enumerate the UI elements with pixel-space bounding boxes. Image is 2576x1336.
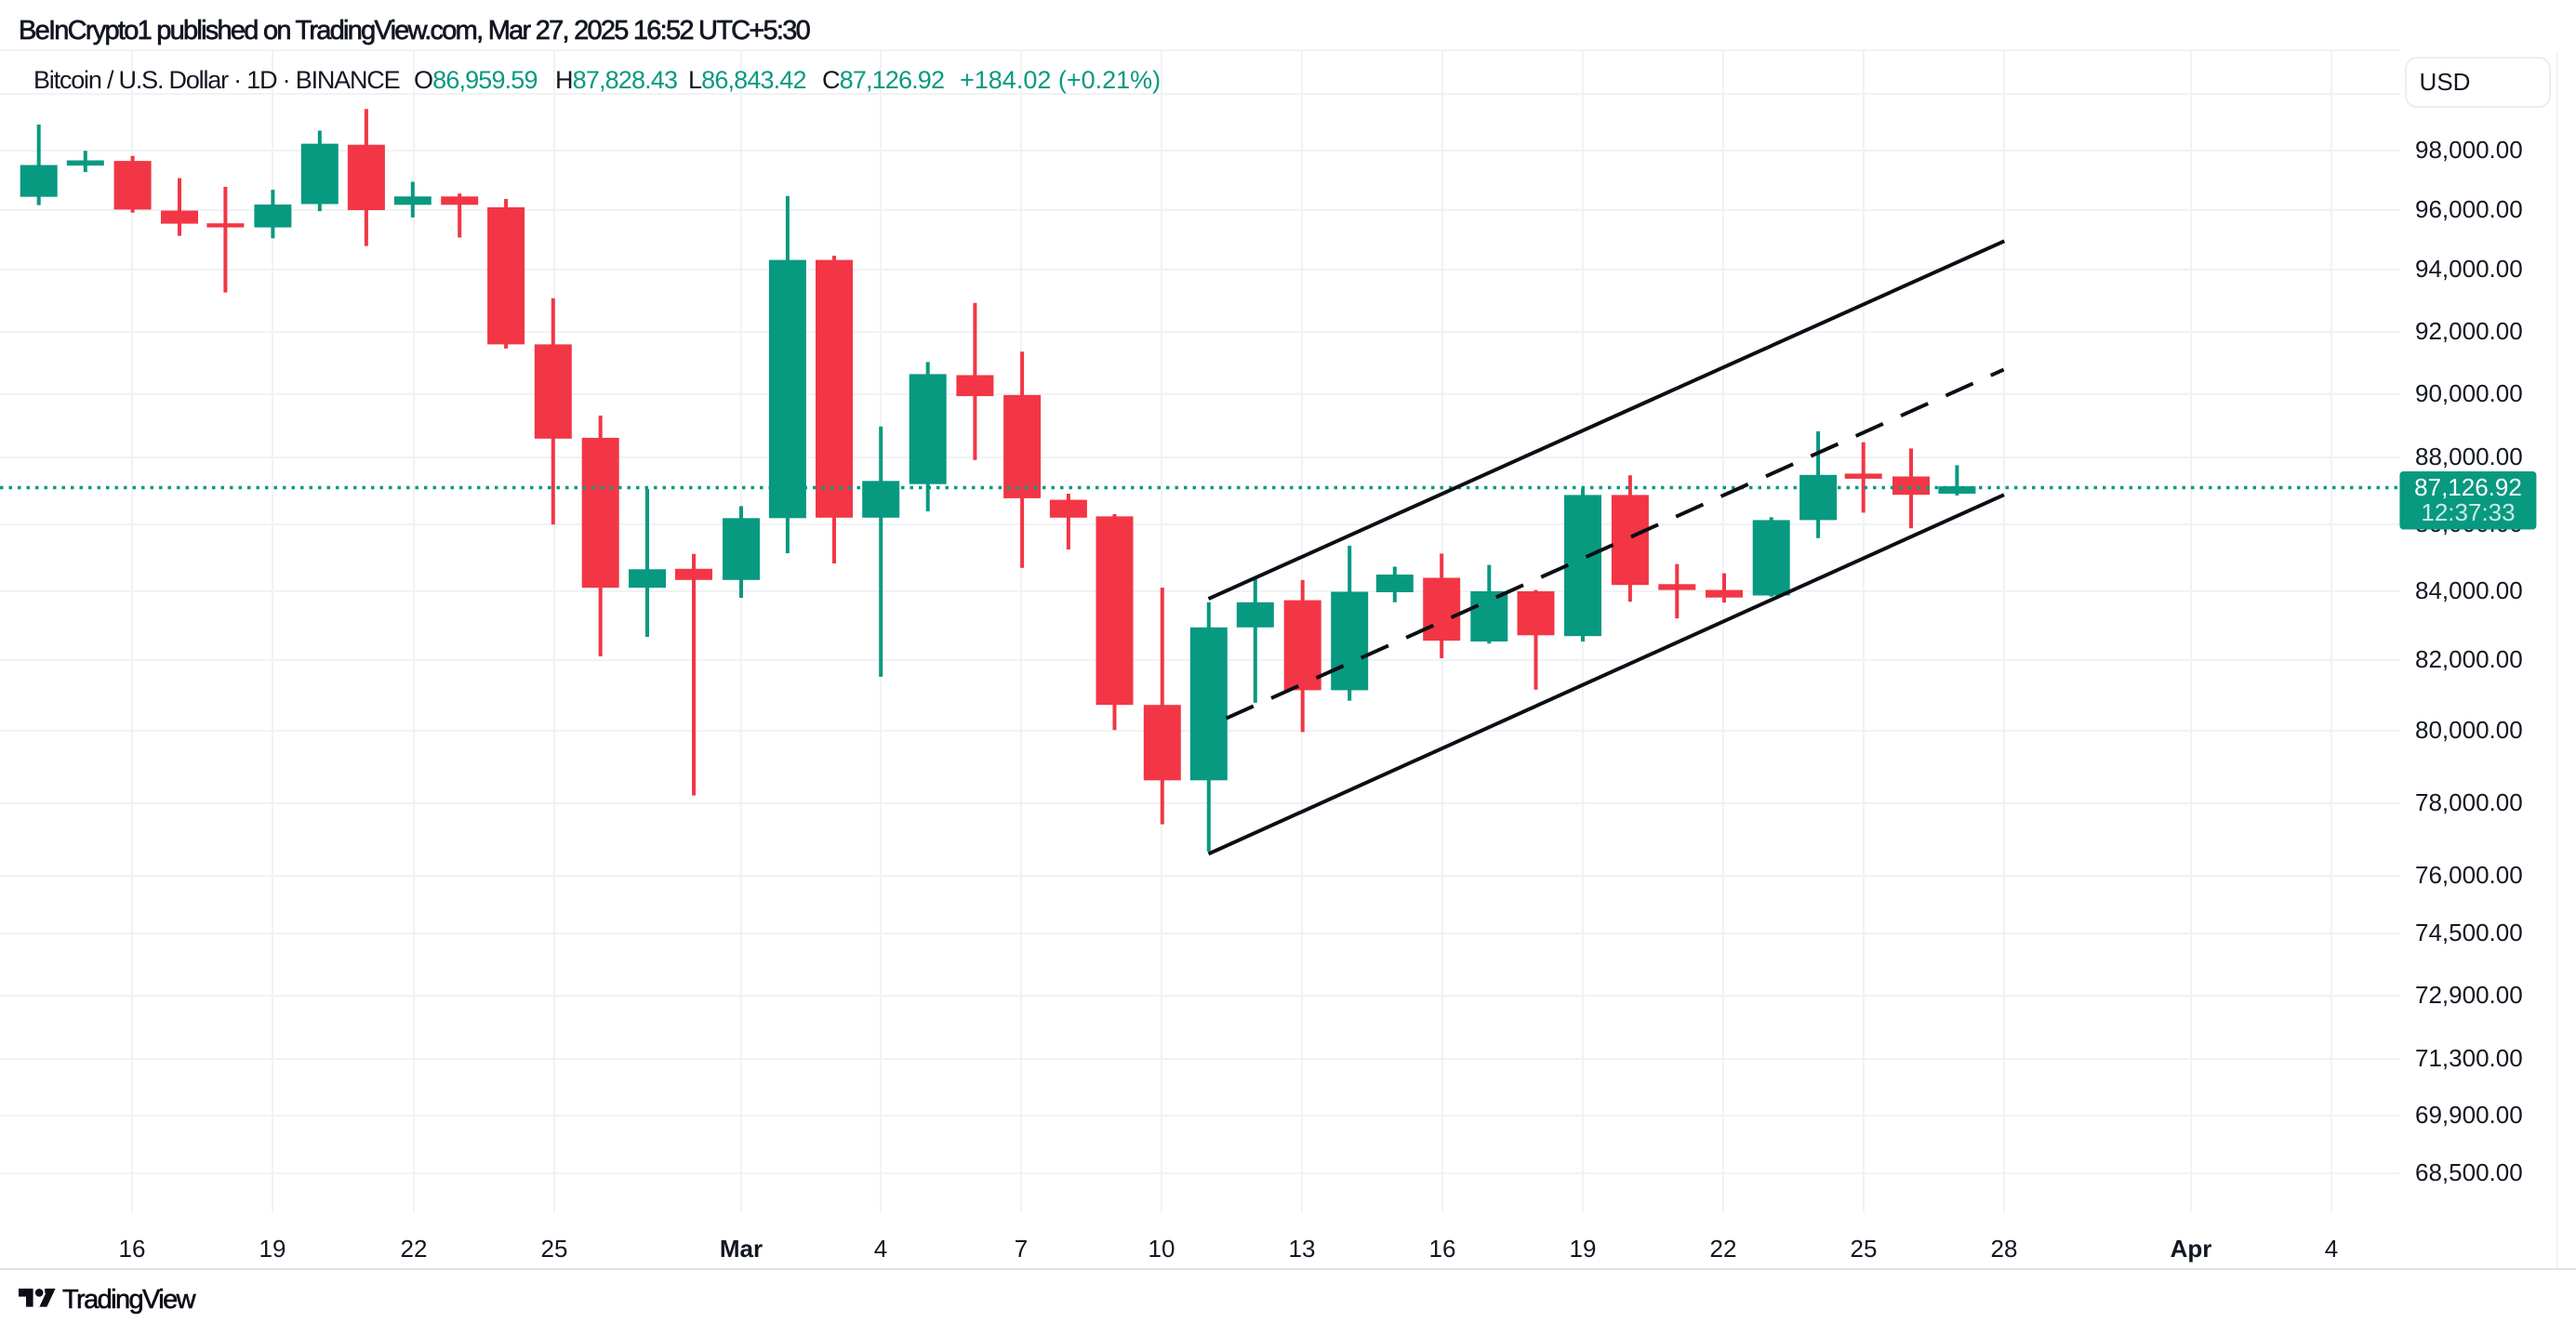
svg-text:25: 25 bbox=[1851, 1235, 1878, 1263]
svg-text:12:37:33: 12:37:33 bbox=[2421, 498, 2515, 526]
svg-text:76,000.00: 76,000.00 bbox=[2415, 861, 2523, 889]
svg-text:19: 19 bbox=[1570, 1235, 1597, 1263]
svg-text:87,126.92: 87,126.92 bbox=[2414, 473, 2522, 501]
svg-text:O86,959.59: O86,959.59 bbox=[414, 66, 538, 94]
svg-text:96,000.00: 96,000.00 bbox=[2415, 195, 2523, 223]
svg-text:22: 22 bbox=[1710, 1235, 1737, 1263]
svg-text:USD: USD bbox=[2420, 68, 2471, 96]
svg-text:16: 16 bbox=[119, 1235, 146, 1263]
svg-text:25: 25 bbox=[541, 1235, 568, 1263]
svg-text:TradingView: TradingView bbox=[62, 1285, 197, 1315]
svg-text:94,000.00: 94,000.00 bbox=[2415, 255, 2523, 283]
svg-text:13: 13 bbox=[1289, 1235, 1316, 1263]
svg-text:BeInCrypto1 published on Tradi: BeInCrypto1 published on TradingView.com… bbox=[19, 16, 810, 46]
svg-text:19: 19 bbox=[259, 1235, 286, 1263]
svg-text:7: 7 bbox=[1015, 1235, 1028, 1263]
svg-text:22: 22 bbox=[401, 1235, 428, 1263]
svg-text:92,000.00: 92,000.00 bbox=[2415, 317, 2523, 345]
svg-text:10: 10 bbox=[1149, 1235, 1175, 1263]
svg-text:4: 4 bbox=[874, 1235, 887, 1263]
svg-text:C87,126.92: C87,126.92 bbox=[822, 66, 944, 94]
svg-text:72,900.00: 72,900.00 bbox=[2415, 981, 2523, 1009]
svg-text:69,900.00: 69,900.00 bbox=[2415, 1101, 2523, 1129]
svg-text:82,000.00: 82,000.00 bbox=[2415, 645, 2523, 673]
svg-text:4: 4 bbox=[2325, 1235, 2338, 1263]
svg-text:74,500.00: 74,500.00 bbox=[2415, 919, 2523, 946]
svg-text:28: 28 bbox=[1991, 1235, 2018, 1263]
svg-text:84,000.00: 84,000.00 bbox=[2415, 576, 2523, 604]
svg-text:78,000.00: 78,000.00 bbox=[2415, 788, 2523, 816]
svg-text:68,500.00: 68,500.00 bbox=[2415, 1158, 2523, 1186]
svg-text:H87,828.43: H87,828.43 bbox=[555, 66, 677, 94]
svg-text:16: 16 bbox=[1429, 1235, 1456, 1263]
svg-text:Bitcoin / U.S. Dollar · 1D · B: Bitcoin / U.S. Dollar · 1D · BINANCE bbox=[33, 66, 400, 94]
svg-text:90,000.00: 90,000.00 bbox=[2415, 379, 2523, 407]
svg-text:88,000.00: 88,000.00 bbox=[2415, 443, 2523, 470]
svg-text:98,000.00: 98,000.00 bbox=[2415, 136, 2523, 164]
svg-text:Apr: Apr bbox=[2171, 1235, 2212, 1263]
svg-text:Mar: Mar bbox=[720, 1235, 763, 1263]
svg-text:+184.02 (+0.21%): +184.02 (+0.21%) bbox=[960, 66, 1161, 94]
svg-text:80,000.00: 80,000.00 bbox=[2415, 716, 2523, 744]
svg-text:L86,843.42: L86,843.42 bbox=[688, 66, 806, 94]
svg-text:71,300.00: 71,300.00 bbox=[2415, 1044, 2523, 1072]
